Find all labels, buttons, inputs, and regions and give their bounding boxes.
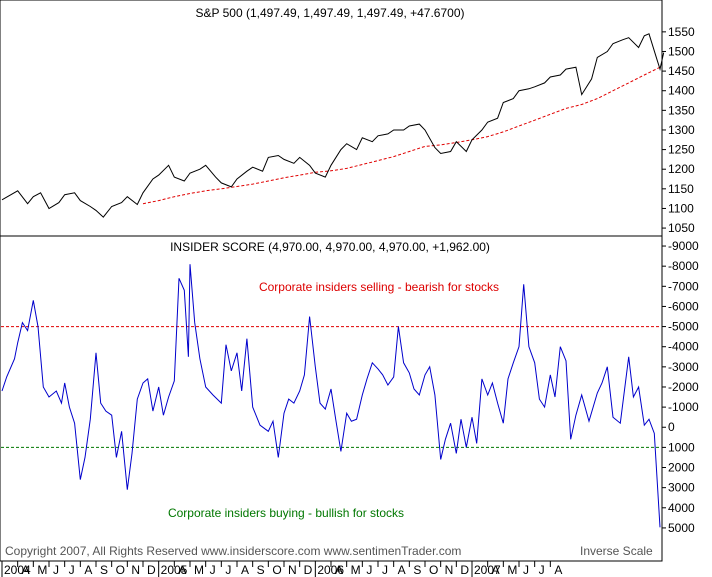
price-y-tick-label: 1050 [668, 221, 695, 235]
x-tick-label: 2007 [474, 563, 501, 577]
x-tick-label: J [382, 563, 388, 577]
x-tick-label: D [147, 563, 156, 577]
x-tick-label: J [210, 563, 216, 577]
x-tick-label: 2006 [317, 563, 344, 577]
x-tick-label: A [554, 563, 562, 577]
buying-annotation: Corporate insiders buying - bullish for … [168, 506, 404, 520]
price-y-tick-label: 1350 [668, 103, 695, 117]
x-tick-label: S [100, 563, 108, 577]
insider-y-tick-label: -8000 [668, 259, 699, 273]
x-tick-label: N [445, 563, 454, 577]
price-y-tick-label: 1300 [668, 123, 695, 137]
insider-panel-title: INSIDER SCORE (4,970.00, 4,970.00, 4,970… [170, 240, 490, 254]
x-tick-label: A [398, 563, 406, 577]
insider-y-tick-label: -4000 [668, 340, 699, 354]
x-tick-label: J [225, 563, 231, 577]
price-y-tick-label: 1450 [668, 64, 695, 78]
x-tick-label: N [288, 563, 297, 577]
insider-y-tick-label: -3000 [668, 360, 699, 374]
x-tick-label: J [69, 563, 75, 577]
x-tick-label: M [37, 563, 47, 577]
x-tick-label: 2004 [4, 563, 31, 577]
insider-y-tick-label: 2000 [668, 461, 695, 475]
x-tick-label: J [523, 563, 529, 577]
x-tick-label: N [131, 563, 140, 577]
x-tick-label: J [53, 563, 59, 577]
x-tick-label: O [272, 563, 281, 577]
x-tick-label: J [539, 563, 545, 577]
x-tick-label: M [351, 563, 361, 577]
insider-y-tick-label: 1000 [668, 440, 695, 454]
insider-y-tick-label: 0 [668, 420, 675, 434]
x-tick-label: A [241, 563, 249, 577]
price-y-tick-label: 1400 [668, 84, 695, 98]
inverse-scale-label: Inverse Scale [580, 544, 653, 558]
price-y-tick-label: 1100 [668, 201, 694, 215]
x-tick-label: A [178, 563, 186, 577]
x-tick-label: J [366, 563, 372, 577]
price-y-tick-label: 1200 [668, 162, 695, 176]
moving-average-line [142, 66, 661, 205]
x-tick-label: O [116, 563, 125, 577]
insider-y-tick-label: 3000 [668, 481, 695, 495]
x-tick-label: M [194, 563, 204, 577]
insider-y-tick-label: -7000 [668, 279, 699, 293]
x-tick-label: S [257, 563, 265, 577]
insider-y-tick-label: -2000 [668, 380, 699, 394]
series-lines [1, 33, 665, 528]
price-panel-frame [0, 0, 663, 237]
price-y-axis: 1050 1100 1150 1200 1250 1300 1350 1400 1450 1500… [662, 25, 695, 235]
insider-score-line [1, 264, 661, 528]
x-tick-label: D [460, 563, 469, 577]
x-tick-label: A [22, 563, 30, 577]
insider-y-axis: 5000 4000 3000 2000 1000 0 -1000 -2000 -3000 -400… [662, 239, 699, 535]
insider-y-tick-label: -1000 [668, 400, 699, 414]
x-tick-label: A [84, 563, 92, 577]
insider-y-tick-label: -5000 [668, 320, 699, 334]
price-y-tick-label: 1150 [668, 182, 694, 196]
x-tick-label: 2005 [161, 563, 188, 577]
x-tick-label: O [429, 563, 438, 577]
price-panel-title: S&P 500 (1,497.49, 1,497.49, 1,497.49, +… [196, 6, 465, 20]
price-y-tick-label: 1500 [668, 44, 695, 58]
insider-y-tick-label: 5000 [668, 521, 695, 535]
x-tick-label: M [507, 563, 517, 577]
x-tick-label: D [304, 563, 313, 577]
reference-lines [1, 326, 661, 448]
copyright-footer: Copyright 2007, All Rights Reserved www.… [5, 544, 461, 558]
x-tick-label: A [492, 563, 500, 577]
price-y-tick-label: 1550 [668, 25, 695, 39]
x-tick-label: A [335, 563, 343, 577]
insider-y-tick-label: 4000 [668, 501, 695, 515]
price-y-tick-label: 1250 [668, 143, 695, 157]
sp500-price-line [1, 33, 665, 218]
insider-y-tick-label: -9000 [668, 239, 699, 253]
x-tick-label: S [413, 563, 421, 577]
insider-y-tick-label: -6000 [668, 299, 699, 313]
selling-annotation: Corporate insiders selling - bearish for… [259, 280, 499, 294]
